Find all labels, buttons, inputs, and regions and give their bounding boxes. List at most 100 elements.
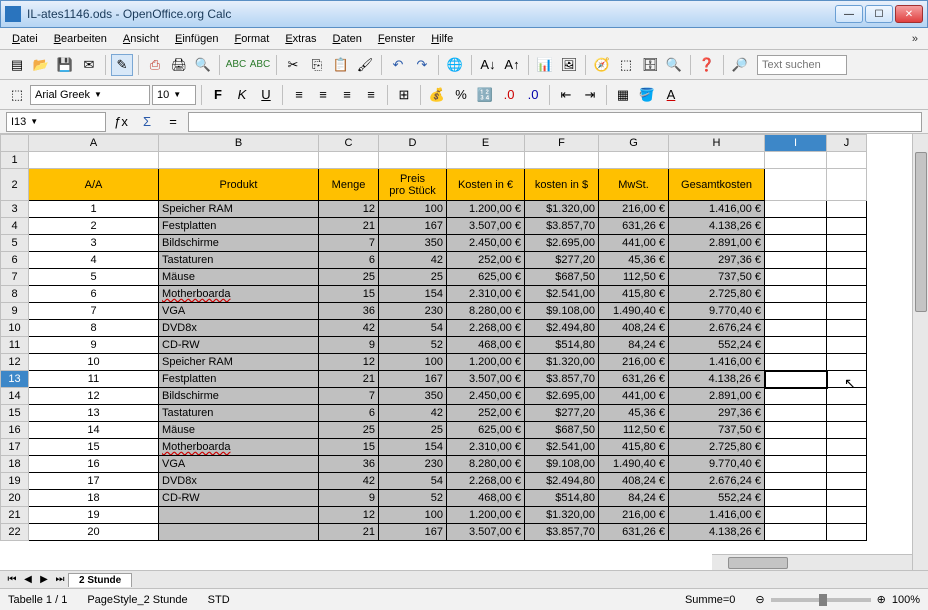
cell[interactable]: VGA [159,303,319,320]
cell[interactable]: Motherboarda [159,286,319,303]
cell[interactable]: 100 [379,507,447,524]
cell[interactable] [525,152,599,169]
cell[interactable]: 3.507,00 € [447,524,525,541]
cell[interactable]: 297,36 € [669,252,765,269]
menu-einfügen[interactable]: Einfügen [167,31,226,47]
cell[interactable]: $3.857,70 [525,524,599,541]
cell[interactable]: 84,24 € [599,337,669,354]
row-header[interactable]: 15 [1,405,29,422]
row-header[interactable]: 7 [1,269,29,286]
cell[interactable]: 52 [379,490,447,507]
cell[interactable]: $2.494,80 [525,320,599,337]
cell[interactable]: 21 [319,371,379,388]
cell[interactable]: 2.676,24 € [669,320,765,337]
cell[interactable] [827,252,867,269]
pdf-icon[interactable]: ⎙ [144,54,166,76]
cell[interactable]: $514,80 [525,337,599,354]
tab-nav-last[interactable]: ⏭ [52,574,68,585]
cell[interactable]: 2.891,00 € [669,235,765,252]
column-header-G[interactable]: G [599,135,669,152]
cell[interactable]: 252,00 € [447,405,525,422]
cell[interactable]: 36 [319,303,379,320]
cell[interactable]: 5 [29,269,159,286]
cell[interactable]: 42 [379,252,447,269]
cell[interactable]: 441,00 € [599,235,669,252]
cell[interactable]: 1.200,00 € [447,354,525,371]
select-all-corner[interactable] [1,135,29,152]
header-cell[interactable]: Preispro Stück [379,169,447,201]
cell[interactable]: Festplatten [159,218,319,235]
function-wizard-icon[interactable]: ƒx [110,111,132,133]
row-header[interactable]: 21 [1,507,29,524]
cell[interactable]: 631,26 € [599,218,669,235]
decrease-indent-icon[interactable]: ⇤ [555,84,577,106]
cell[interactable]: 42 [379,405,447,422]
cell[interactable] [765,218,827,235]
row-header[interactable]: 22 [1,524,29,541]
cell[interactable]: 13 [29,405,159,422]
cell[interactable]: 4 [29,252,159,269]
cell[interactable]: 7 [319,235,379,252]
bold-icon[interactable]: F [207,84,229,106]
cell[interactable]: 100 [379,201,447,218]
formula-input[interactable] [188,112,922,132]
cell[interactable] [765,337,827,354]
cell[interactable]: 12 [29,388,159,405]
add-decimal-icon[interactable]: .0 [498,84,520,106]
cell[interactable]: $9.108,00 [525,456,599,473]
cell[interactable]: 3 [29,235,159,252]
increase-indent-icon[interactable]: ⇥ [579,84,601,106]
cell[interactable]: 154 [379,439,447,456]
row-header[interactable]: 2 [1,169,29,201]
menu-format[interactable]: Format [226,31,277,47]
cell[interactable]: 15 [319,439,379,456]
cell[interactable]: 9 [319,490,379,507]
cell[interactable]: 84,24 € [599,490,669,507]
cell[interactable] [827,354,867,371]
cell[interactable] [159,507,319,524]
cell[interactable]: 625,00 € [447,422,525,439]
redo-icon[interactable]: ↷ [411,54,433,76]
cell[interactable] [159,152,319,169]
cell[interactable] [827,456,867,473]
merge-cells-icon[interactable]: ⊞ [393,84,415,106]
cell[interactable] [827,337,867,354]
fontcolor-icon[interactable]: A [660,84,682,106]
cell[interactable]: 12 [319,201,379,218]
cell[interactable]: $1.320,00 [525,201,599,218]
cell[interactable]: 112,50 € [599,269,669,286]
row-header[interactable]: 5 [1,235,29,252]
hyperlink-icon[interactable]: 🌐 [444,54,466,76]
cell[interactable]: 17 [29,473,159,490]
cell[interactable]: 7 [29,303,159,320]
header-cell[interactable]: Menge [319,169,379,201]
cell[interactable]: 9 [319,337,379,354]
align-right-icon[interactable]: ≡ [336,84,358,106]
cell[interactable] [765,422,827,439]
menu-daten[interactable]: Daten [325,31,370,47]
cell[interactable]: 2.676,24 € [669,473,765,490]
cell[interactable]: Speicher RAM [159,201,319,218]
cell[interactable]: 18 [29,490,159,507]
row-header[interactable]: 11 [1,337,29,354]
cell[interactable]: 2.310,00 € [447,286,525,303]
menu-fenster[interactable]: Fenster [370,31,423,47]
remove-decimal-icon[interactable]: .0 [522,84,544,106]
underline-icon[interactable]: U [255,84,277,106]
tab-nav-next[interactable]: ▶ [36,574,52,585]
cell[interactable]: 350 [379,235,447,252]
cell[interactable]: 154 [379,286,447,303]
cell[interactable]: 52 [379,337,447,354]
cell[interactable]: CD-RW [159,490,319,507]
cell[interactable] [765,371,827,388]
cell[interactable] [827,201,867,218]
cell[interactable]: 9.770,40 € [669,456,765,473]
cell[interactable]: 14 [29,422,159,439]
cell[interactable]: Bildschirme [159,235,319,252]
cell[interactable]: $1.320,00 [525,354,599,371]
cell[interactable]: 230 [379,456,447,473]
styles-dropdown-icon[interactable]: ⬚ [6,84,28,106]
search-input[interactable] [757,55,847,75]
cell[interactable]: Festplatten [159,371,319,388]
cell[interactable]: 737,50 € [669,422,765,439]
